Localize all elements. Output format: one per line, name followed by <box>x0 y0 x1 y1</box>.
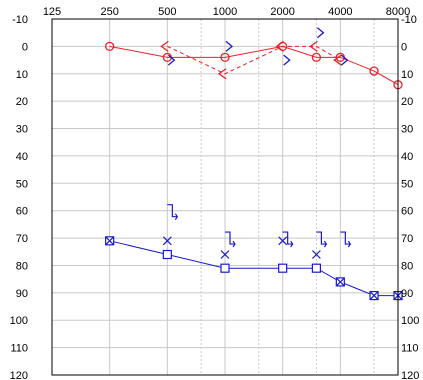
y-tick-label: 50 <box>401 178 413 190</box>
y-tick-label: 40 <box>16 151 28 163</box>
bracket-arrow-marker <box>282 231 294 248</box>
y-tick-label: 110 <box>401 343 419 355</box>
cross-marker <box>335 277 345 287</box>
y-tick-label: 90 <box>401 288 413 300</box>
square-marker <box>278 263 288 273</box>
y-tick-label: -10 <box>12 14 28 26</box>
cross-marker <box>311 250 321 259</box>
bracket-right-marker <box>283 54 291 66</box>
x-tick-label: 250 <box>100 6 118 18</box>
y-tick-label: 20 <box>16 96 28 108</box>
bracket-right-marker <box>316 27 325 39</box>
circle-marker <box>369 66 379 76</box>
y-tick-label: 70 <box>16 233 28 245</box>
square-marker <box>220 263 230 273</box>
y-tick-label: 0 <box>22 41 28 53</box>
y-tick-labels-left: -10 0 10 20 30 40 50 60 70 80 90 100 110 120 <box>10 14 28 380</box>
series-markers <box>105 27 403 301</box>
y-tick-label: 100 <box>10 315 28 327</box>
series-line-circle <box>109 45 399 86</box>
square-marker <box>311 263 321 273</box>
y-tick-label: 110 <box>10 343 28 355</box>
x-tick-label: 125 <box>43 6 61 18</box>
y-tick-label: 60 <box>16 206 28 218</box>
bracket-arrow-marker <box>225 231 236 248</box>
bracket-arrow-marker <box>340 231 352 248</box>
cross-marker <box>162 236 172 246</box>
square-marker-box <box>220 263 230 273</box>
bracket-left-marker <box>217 68 227 80</box>
y-tick-label: -10 <box>401 14 417 26</box>
x-tick-label: 8000 <box>386 6 410 18</box>
y-tick-label: 40 <box>401 151 413 163</box>
y-tick-label: 70 <box>401 233 413 245</box>
series-line-bracket-left <box>167 45 341 75</box>
series-line-square <box>109 240 398 297</box>
y-tick-label: 30 <box>16 124 28 136</box>
bracket-right-marker <box>225 40 234 52</box>
y-tick-label: 120 <box>401 370 419 380</box>
bracket-left-marker <box>160 40 169 52</box>
y-tick-label: 80 <box>16 260 28 272</box>
bracket-arrow-marker <box>167 204 179 221</box>
cross-marker <box>278 236 288 246</box>
y-tick-label: 20 <box>401 96 413 108</box>
bracket-arrow-marker <box>316 231 328 248</box>
bracket-left-marker <box>309 40 318 52</box>
y-tick-label: 0 <box>401 41 407 53</box>
series-lines <box>109 45 399 297</box>
y-tick-label: 100 <box>401 315 419 327</box>
square-marker-box <box>278 263 288 273</box>
square-marker <box>162 249 172 260</box>
y-tick-labels-right: -10 0 10 20 30 40 50 60 70 80 90 100 110 120 <box>401 14 419 380</box>
plot-border <box>51 18 399 376</box>
cross-marker <box>105 236 115 246</box>
x-tick-label: 4000 <box>328 6 352 18</box>
bracket-left-marker <box>275 40 285 52</box>
cross-marker <box>220 250 230 259</box>
y-tick-label: 90 <box>16 288 28 300</box>
cross-marker <box>369 291 379 301</box>
bracket-left-marker <box>333 54 342 66</box>
square-marker-box <box>162 249 172 260</box>
y-tick-label: 10 <box>16 69 28 81</box>
y-tick-label: 10 <box>401 69 413 81</box>
x-tick-label: 2000 <box>270 6 294 18</box>
square-marker-box <box>311 263 321 273</box>
x-tick-label: 1000 <box>213 6 237 18</box>
bracket-right-marker <box>167 54 176 66</box>
y-tick-label: 30 <box>401 124 413 136</box>
x-tick-labels: 125 250 500 1000 2000 4000 8000 <box>43 6 410 18</box>
y-tick-label: 50 <box>16 178 28 190</box>
y-tick-label: 60 <box>401 206 413 218</box>
circle-marker <box>311 52 322 62</box>
y-tick-label: 80 <box>401 260 413 272</box>
grid-lines <box>51 18 399 376</box>
circle-marker <box>220 52 230 62</box>
x-tick-label: 500 <box>158 6 176 18</box>
y-tick-label: 120 <box>10 370 28 380</box>
circle-marker <box>105 41 115 52</box>
bracket-right-marker <box>340 54 349 66</box>
